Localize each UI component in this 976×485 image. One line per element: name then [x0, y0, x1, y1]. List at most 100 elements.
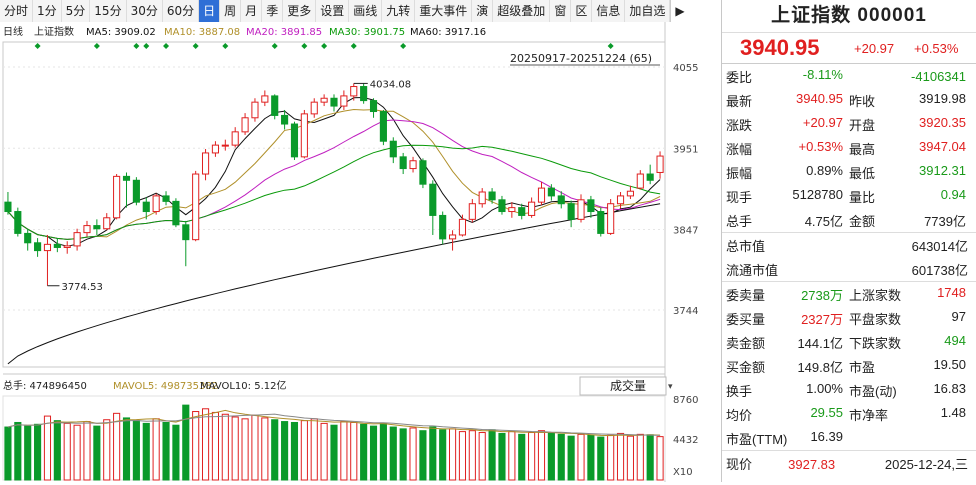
toolbar-button-7[interactable]: 周: [220, 0, 242, 22]
toolbar-button-3[interactable]: 15分: [90, 0, 127, 22]
order-row: 卖金额 144.1亿 下跌家数 494: [722, 330, 976, 354]
event-marker-icon: [271, 43, 278, 49]
scroll-right-icon[interactable]: ▶: [670, 0, 688, 22]
quote-label: 金额: [849, 213, 876, 229]
price-tick-label: 4055: [673, 63, 698, 74]
volume-dropdown[interactable]: 成交量 ▾: [579, 376, 673, 396]
toolbar-button-2[interactable]: 5分: [62, 0, 91, 22]
order-value: 1.48: [940, 404, 966, 420]
volume-bar: [389, 426, 397, 481]
quote-row: 委比 -8.11% -4106341: [722, 64, 976, 88]
ma30-label: MA30: 3901.75: [329, 27, 405, 38]
candle-body: [182, 224, 190, 241]
order-value: 1748: [937, 284, 966, 300]
candle-body: [300, 113, 308, 158]
volume-bar: [369, 425, 378, 481]
order-value: 16.83: [933, 380, 966, 396]
toolbar-button-9[interactable]: 季: [262, 0, 284, 22]
volume-bar: [43, 415, 52, 481]
candle-body: [409, 160, 417, 170]
candle-body: [34, 242, 42, 252]
volume-bar: [557, 433, 565, 481]
total-volume-label: 总手: 474896450: [3, 379, 87, 392]
quote-row: 现手 5128780 量比 0.94: [722, 184, 976, 208]
quote-summary: 3940.95 +20.97 +0.53%: [722, 33, 976, 64]
volume-bar: [449, 428, 457, 481]
candle-body: [221, 144, 229, 147]
toolbar-button-18[interactable]: 区: [571, 0, 593, 22]
ma5-label: MA5: 3909.02: [86, 27, 156, 38]
volume-bar: [211, 411, 219, 481]
candle-body: [4, 201, 12, 213]
candle-body: [429, 183, 437, 216]
candle-body: [597, 211, 605, 234]
ma30-line: [7, 144, 661, 240]
volume-bar: [379, 422, 387, 481]
candle-body: [231, 131, 239, 146]
event-marker-icon: [34, 43, 41, 49]
volume-tick-label: X10: [673, 467, 693, 478]
quote-label: 振幅: [726, 165, 753, 181]
candle-body: [132, 179, 140, 203]
quote-label: 委比: [726, 69, 753, 85]
candle-body: [360, 86, 368, 102]
quote-label: 现手: [726, 189, 753, 205]
toolbar-button-11[interactable]: 设置: [316, 0, 350, 22]
order-label: 市净率: [849, 407, 889, 423]
toolbar-button-17[interactable]: 窗: [550, 0, 572, 22]
toolbar-button-4[interactable]: 30分: [127, 0, 163, 22]
candle-body: [73, 232, 81, 247]
order-row: 换手 1.00% 市盈(动) 16.83: [722, 378, 976, 402]
candle-body: [379, 111, 387, 142]
toolbar-button-15[interactable]: 演: [472, 0, 494, 22]
toolbar-button-20[interactable]: 加自选: [625, 0, 671, 22]
kline-chart[interactable]: 日线 上证指数 MA5: 3909.02 MA10: 3887.08 MA20:…: [0, 22, 720, 482]
toolbar-button-19[interactable]: 信息: [592, 0, 626, 22]
order-label: 委买量: [726, 311, 766, 327]
toolbar-button-0[interactable]: 分时: [0, 0, 34, 22]
candle-body: [528, 201, 536, 216]
candle-body: [14, 211, 22, 234]
toolbar-button-8[interactable]: 月: [241, 0, 263, 22]
ma10-label: MA10: 3887.08: [164, 27, 240, 38]
quote-rows: 委比 -8.11% -4106341 最新 3940.95 昨收 3919.98 涨跌 +20.…: [722, 64, 976, 232]
order-row: 买金额 149.8亿 市盈 19.50: [722, 354, 976, 378]
toolbar-button-12[interactable]: 画线: [349, 0, 383, 22]
event-marker-icon: [400, 43, 407, 49]
ma10-line: [7, 108, 661, 240]
volume-bar: [409, 427, 417, 481]
volume-bar: [537, 430, 546, 481]
order-row: 委卖量 2738万 上涨家数 1748: [722, 282, 976, 306]
event-marker-icon: [93, 43, 100, 49]
toolbar-button-16[interactable]: 超级叠加: [493, 0, 551, 22]
candle-body: [330, 97, 338, 107]
volume-bar: [547, 432, 555, 481]
order-value: 149.8亿: [797, 359, 843, 375]
volume-bar: [498, 432, 506, 481]
market-cap-label: 总市值: [726, 238, 766, 254]
candle-body: [53, 243, 61, 248]
volume-bar: [281, 421, 289, 481]
order-label: 上涨家数: [849, 287, 902, 303]
panel-divider: [721, 0, 722, 482]
toolbar-button-10[interactable]: 更多: [283, 0, 317, 22]
float-cap-row: 流通市值 601738亿: [722, 257, 976, 281]
order-rows: 委卖量 2738万 上涨家数 1748 委买量 2327万 平盘家数 97 卖金额 144.1亿下…: [722, 281, 976, 450]
volume-bar: [152, 418, 160, 481]
float-cap-label: 流通市值: [726, 262, 779, 278]
volume-bar: [251, 414, 259, 481]
order-label: 市盈(TTM): [726, 431, 788, 447]
quote-value: 0.94: [940, 186, 966, 202]
toolbar-button-1[interactable]: 1分: [33, 0, 62, 22]
candle-body: [241, 117, 249, 133]
quote-value: 5128780: [792, 186, 843, 202]
toolbar-button-14[interactable]: 重大事件: [415, 0, 473, 22]
order-label: 换手: [726, 383, 753, 399]
volume-bar: [636, 433, 644, 481]
high-annotation: 4034.08: [370, 79, 411, 90]
toolbar-button-6[interactable]: 日: [199, 0, 221, 22]
price-change: +20.97: [854, 40, 895, 56]
toolbar-button-13[interactable]: 九转: [382, 0, 416, 22]
toolbar-button-5[interactable]: 60分: [163, 0, 200, 22]
candle-body: [656, 155, 664, 173]
